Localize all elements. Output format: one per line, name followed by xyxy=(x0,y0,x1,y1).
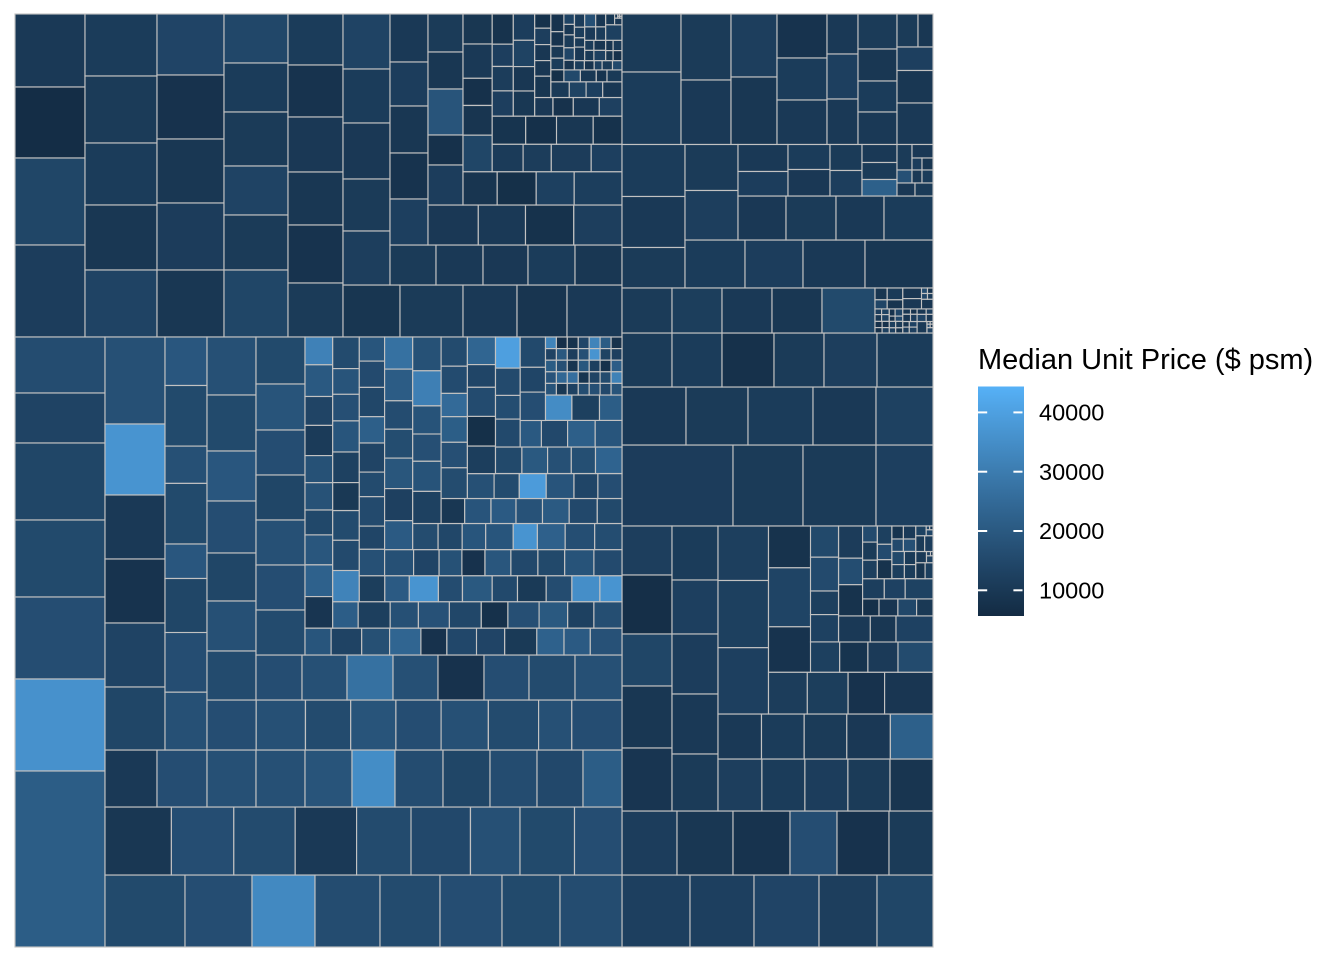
svg-text:30000: 30000 xyxy=(1039,459,1104,485)
svg-text:Median Unit Price ($ psm): Median Unit Price ($ psm) xyxy=(978,344,1313,376)
svg-text:10000: 10000 xyxy=(1039,578,1104,604)
svg-text:20000: 20000 xyxy=(1039,518,1104,544)
svg-text:40000: 40000 xyxy=(1039,400,1104,426)
